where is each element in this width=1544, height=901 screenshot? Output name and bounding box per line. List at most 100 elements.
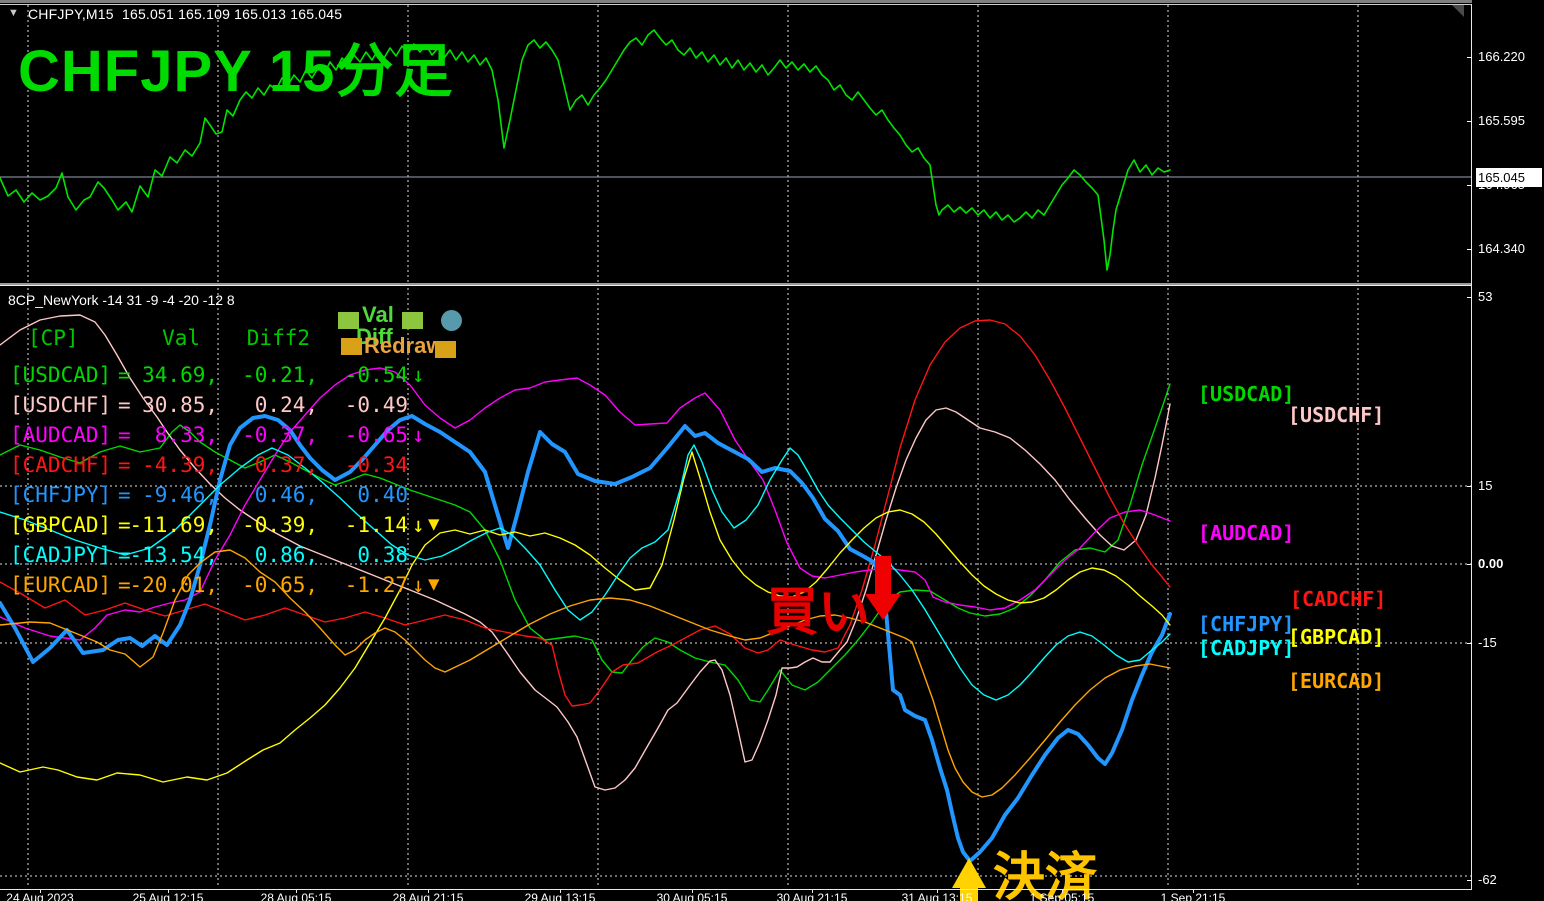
header-val: Val <box>162 326 200 350</box>
time-label: 28 Aug 05:15 <box>260 891 332 901</box>
legend-redraw-square-right <box>435 341 456 358</box>
row-diff2: -0.37, <box>242 423 318 447</box>
row-equals: = <box>118 423 131 447</box>
row-diff2: 0.46, <box>254 483 318 507</box>
exit-arrow-icon[interactable] <box>952 858 986 901</box>
row-pair-label: [CHFJPY] <box>10 483 112 507</box>
indicator-tick-53: 53 <box>1478 289 1493 304</box>
row-equals: = <box>118 393 131 417</box>
pair-label-audcad: [AUDCAD] <box>1198 521 1295 545</box>
row-pair-label: [USDCAD] <box>10 363 112 387</box>
pair-label-eurcad: [EURCAD] <box>1288 669 1385 693</box>
time-label: 28 Aug 21:15 <box>392 891 464 901</box>
row-down-arrow-icon: ↓ <box>412 423 425 447</box>
time-tick <box>937 889 938 893</box>
row-diff: -1.14 <box>344 513 408 537</box>
row-pair-label: [AUDCAD] <box>10 423 112 447</box>
time-axis-line <box>0 889 1472 890</box>
pair-label-usdcad: [USDCAD] <box>1198 382 1295 406</box>
row-val: 34.69, <box>142 363 218 387</box>
legend-val-label: Val <box>362 302 394 327</box>
buy-annotation[interactable]: 買い <box>766 584 871 642</box>
pair-label-cadchf: [CADCHF] <box>1290 587 1387 611</box>
header-cp: [CP] <box>28 326 79 350</box>
legend-redraw-square-left <box>341 338 362 355</box>
exit-annotation[interactable]: 決済 <box>993 849 1098 901</box>
price-line-chfjpy <box>0 29 1171 271</box>
row-diff: 0.40 <box>357 483 408 507</box>
row-diff2: -0.39, <box>242 513 318 537</box>
row-diff2: 0.86, <box>254 543 318 567</box>
strength-line-eurcad <box>0 549 1171 798</box>
time-label: 1 Sep 21:15 <box>1160 891 1226 901</box>
symbol-period: CHFJPY,M15 <box>28 6 114 22</box>
time-tick <box>692 889 693 893</box>
row-val: -4.39, <box>142 453 218 477</box>
time-tick <box>40 889 41 893</box>
axis-tick <box>1467 57 1472 58</box>
axis-tick <box>1467 486 1472 487</box>
indicator-tick-15: 15 <box>1478 478 1493 493</box>
time-tick <box>1193 889 1194 893</box>
legend-redraw-label: Redraw <box>364 333 444 358</box>
row-pair-label: [GBPCAD] <box>10 513 112 537</box>
pair-label-usdchf: [USDCHF] <box>1288 403 1385 427</box>
axis-tick <box>1467 564 1472 565</box>
time-label: 29 Aug 13:15 <box>524 891 596 901</box>
pair-label-chfjpy: [CHFJPY] <box>1198 612 1295 636</box>
strength-line-cadchf <box>0 319 1171 707</box>
window-top-border <box>0 0 1544 3</box>
row-equals: = <box>118 483 131 507</box>
row-diff2: 0.24, <box>254 393 318 417</box>
price-tick-166.220: 166.220 <box>1478 49 1525 64</box>
legend-diff-label: Diff <box>356 324 393 349</box>
price-axis[interactable]: 166.220165.595164.965164.34053150.00-15-… <box>1467 0 1544 901</box>
row-val: 8.33, <box>154 423 218 447</box>
row-diff: -0.65 <box>344 423 408 447</box>
chart-top-border <box>0 4 1471 5</box>
row-pair-label: [CADCHF] <box>10 453 112 477</box>
axis-tick <box>1467 880 1472 881</box>
axis-tick <box>1467 121 1472 122</box>
subwindow-separator[interactable] <box>0 283 1471 286</box>
strength-line-cadjpy <box>0 444 1171 701</box>
legend-circle-icon <box>441 310 462 331</box>
time-tick <box>812 889 813 893</box>
row-equals: = <box>118 573 131 597</box>
strength-line-audcad <box>0 367 1171 641</box>
time-tick <box>296 889 297 893</box>
indicator-tick--15: -15 <box>1478 635 1497 650</box>
indicator-tick-0.00: 0.00 <box>1478 556 1504 571</box>
price-tick-165.595: 165.595 <box>1478 113 1525 128</box>
indicator-tick--62: -62 <box>1478 872 1497 887</box>
row-pair-label: [CADJPY] <box>10 543 112 567</box>
row-equals: = <box>118 543 131 567</box>
current-price-label: 165.045 <box>1476 168 1542 187</box>
axis-tick <box>1467 643 1472 644</box>
row-equals: = <box>118 453 131 477</box>
time-label: 30 Aug 21:15 <box>776 891 848 901</box>
price-axis-border <box>1471 4 1472 890</box>
row-val: -11.69, <box>129 513 218 537</box>
pair-label-gbpcad: [GBPCAD] <box>1288 625 1385 649</box>
row-diff: -0.34 <box>344 453 408 477</box>
row-diff: -1.27 <box>344 573 408 597</box>
chart-title: CHFJPY,M15 165.051 165.109 165.013 165.0… <box>28 6 342 22</box>
price-tick-164.340: 164.340 <box>1478 241 1525 256</box>
row-diff: -0.54 <box>344 363 408 387</box>
chart-shift-marker[interactable] <box>1452 5 1464 17</box>
buy-arrow-icon[interactable] <box>865 556 901 620</box>
chevron-down-icon[interactable]: ▼ <box>8 7 19 19</box>
axis-tick <box>1467 297 1472 298</box>
row-triangle-icon: ▼ <box>428 573 440 595</box>
time-tick <box>168 889 169 893</box>
legend-val-square-right <box>402 312 423 329</box>
row-diff: 0.38 <box>357 543 408 567</box>
strength-line-usdchf <box>0 314 1171 791</box>
row-val: -20.01, <box>129 573 218 597</box>
time-label: 1 Sep 05:15 <box>1029 891 1095 901</box>
time-label: 31 Aug 13:15 <box>901 891 973 901</box>
header-diff2: Diff2 <box>246 326 310 350</box>
